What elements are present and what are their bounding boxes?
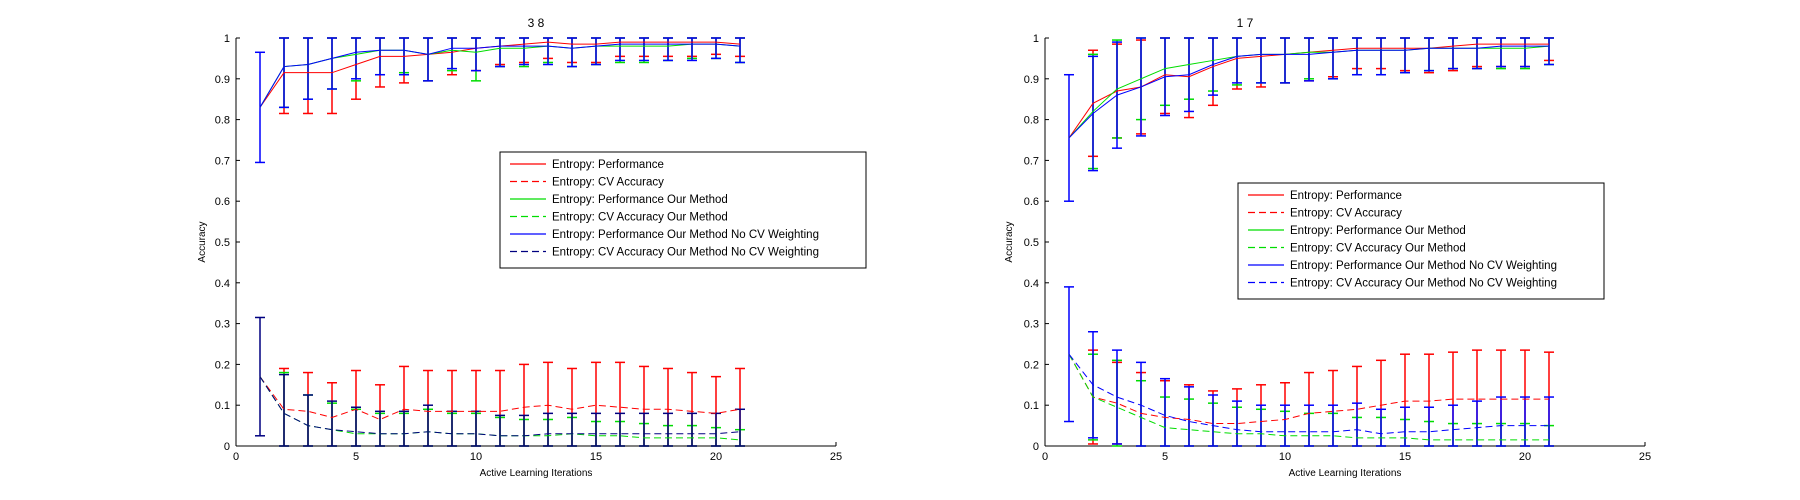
chart-title: 1 7 <box>1237 16 1254 30</box>
series-line <box>1068 353 1549 425</box>
legend-label: Entropy: CV Accuracy Our Method No CV We… <box>1290 278 1557 290</box>
y-tick-label: 0 <box>1033 441 1039 453</box>
x-tick-label: 0 <box>1042 451 1048 463</box>
series-line <box>1068 353 1549 435</box>
y-tick-label: 0.4 <box>1024 278 1039 290</box>
y-tick-label: 0.1 <box>1024 400 1039 412</box>
x-tick-label: 25 <box>1639 451 1651 463</box>
y-tick-label: 0.7 <box>215 155 230 167</box>
legend-label: Entropy: Performance Our Method <box>1290 225 1466 237</box>
y-tick-label: 0.9 <box>1024 74 1039 86</box>
y-tick-label: 0.6 <box>215 196 230 208</box>
legend: Entropy: Performance Entropy: CV Accuracy… <box>1237 182 1605 300</box>
series-line <box>259 376 741 437</box>
y-tick-label: 0.3 <box>215 319 230 331</box>
x-tick-label: 15 <box>590 451 602 463</box>
y-tick-label: 0.2 <box>215 359 230 371</box>
y-tick-label: 0.6 <box>1024 196 1039 208</box>
legend-label: Entropy: Performance Our Method No CV We… <box>1290 260 1557 272</box>
y-tick-label: 1 <box>224 33 230 45</box>
series-line <box>1068 45 1549 139</box>
y-tick-label: 0.5 <box>1024 237 1039 249</box>
y-tick-label: 0.8 <box>1024 115 1039 127</box>
y-tick-label: 0.7 <box>1024 155 1039 167</box>
legend-label: Entropy: CV Accuracy Our Method <box>552 212 728 224</box>
legend: Entropy: Performance Entropy: CV Accuracy… <box>499 151 867 269</box>
series-lines <box>1068 43 1550 441</box>
legend-label: Entropy: Performance Our Method <box>552 194 728 206</box>
y-tick-label: 0.5 <box>215 237 230 249</box>
y-axis-label: Accuracy <box>1004 221 1015 262</box>
y-tick-label: 1 <box>1033 33 1039 45</box>
y-tick-label: 0.1 <box>215 400 230 412</box>
y-tick-label: 0.9 <box>215 74 230 86</box>
legend-label: Entropy: CV Accuracy Our Method No CV We… <box>552 247 819 259</box>
y-ticks: 0 0.1 0.2 0.3 0.4 0.5 0.6 0.7 0.8 0.9 1 <box>215 33 240 453</box>
legend-box <box>499 151 867 269</box>
x-axis-label: Active Learning Iterations <box>1289 468 1402 479</box>
chart-title: 3 8 <box>528 16 545 30</box>
legend-label: Entropy: CV Accuracy <box>552 177 664 189</box>
legend-label: Entropy: Performance <box>552 159 664 171</box>
x-tick-label: 20 <box>1519 451 1531 463</box>
series-lines <box>259 41 741 441</box>
x-axis-label: Active Learning Iterations <box>480 468 593 479</box>
x-tick-label: 20 <box>710 451 722 463</box>
y-tick-label: 0.4 <box>215 278 230 290</box>
legend-label: Entropy: CV Accuracy <box>1290 208 1402 220</box>
x-tick-label: 25 <box>830 451 842 463</box>
x-tick-label: 0 <box>233 451 239 463</box>
chart-panel-right: 1 7 0 5 10 15 20 25 0 0.1 0.2 0.3 0.4 0.5 0.6 0.7 0.8… <box>1004 16 1651 479</box>
x-tick-label: 5 <box>1162 451 1168 463</box>
x-tick-label: 10 <box>1279 451 1291 463</box>
series-line <box>259 376 741 421</box>
series-line <box>1068 353 1549 441</box>
series-line <box>259 43 741 108</box>
y-tick-label: 0 <box>224 441 230 453</box>
x-tick-label: 10 <box>470 451 482 463</box>
legend-label: Entropy: Performance <box>1290 190 1402 202</box>
chart-panel-left: 3 8 0 5 10 15 20 25 0 0.1 0.2 0.3 0.4 0.5 0.6 0.7 0.8… <box>197 16 867 479</box>
y-ticks: 0 0.1 0.2 0.3 0.4 0.5 0.6 0.7 0.8 0.9 1 <box>1024 33 1049 453</box>
y-tick-label: 0.2 <box>1024 359 1039 371</box>
x-tick-label: 5 <box>353 451 359 463</box>
y-axis-label: Accuracy <box>197 221 208 262</box>
error-bars <box>255 37 745 447</box>
y-tick-label: 0.8 <box>215 115 230 127</box>
series-line <box>259 376 741 441</box>
legend-box <box>1237 182 1605 300</box>
x-tick-label: 15 <box>1399 451 1411 463</box>
legend-label: Entropy: CV Accuracy Our Method <box>1290 243 1466 255</box>
x-ticks: 0 5 10 15 20 25 <box>1042 442 1651 463</box>
error-bars <box>1064 37 1554 447</box>
y-tick-label: 0.3 <box>1024 319 1039 331</box>
legend-label: Entropy: Performance Our Method No CV We… <box>552 229 819 241</box>
series-line <box>259 43 741 108</box>
